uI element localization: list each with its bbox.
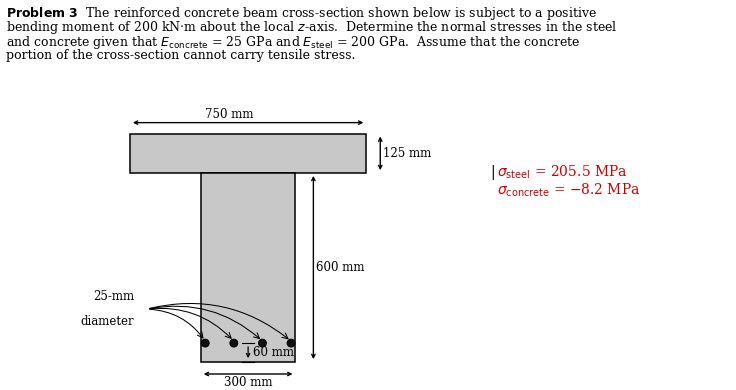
Text: 300 mm: 300 mm bbox=[224, 376, 272, 389]
Text: 25-mm: 25-mm bbox=[93, 290, 134, 303]
Text: |: | bbox=[490, 165, 495, 179]
Text: 750 mm: 750 mm bbox=[205, 108, 253, 121]
Text: portion of the cross-section cannot carry tensile stress.: portion of the cross-section cannot carr… bbox=[6, 48, 355, 62]
Text: $\sigma_{\mathrm{steel}}$ = 205.5 MPa: $\sigma_{\mathrm{steel}}$ = 205.5 MPa bbox=[497, 163, 628, 181]
Text: diameter: diameter bbox=[80, 315, 134, 328]
Circle shape bbox=[258, 339, 266, 347]
Text: and concrete given that $E_{\mathrm{concrete}}$ = 25 GPa and $E_{\mathrm{steel}}: and concrete given that $E_{\mathrm{conc… bbox=[6, 34, 580, 51]
Bar bbox=[130, 134, 367, 173]
Text: $\mathbf{Problem\ 3}$  The reinforced concrete beam cross-section shown below is: $\mathbf{Problem\ 3}$ The reinforced con… bbox=[6, 5, 597, 22]
Text: $\sigma_{\mathrm{concrete}}$ = $-$8.2 MPa: $\sigma_{\mathrm{concrete}}$ = $-$8.2 MP… bbox=[497, 181, 640, 199]
Text: bending moment of 200 kN$\cdot$m about the local $z$-axis.  Determine the normal: bending moment of 200 kN$\cdot$m about t… bbox=[6, 20, 618, 37]
Text: 600 mm: 600 mm bbox=[316, 261, 365, 274]
Text: 60 mm: 60 mm bbox=[253, 346, 294, 359]
Circle shape bbox=[230, 339, 238, 347]
Text: 125 mm: 125 mm bbox=[383, 147, 431, 160]
Circle shape bbox=[201, 339, 209, 347]
Circle shape bbox=[287, 339, 295, 347]
Bar bbox=[201, 173, 295, 362]
